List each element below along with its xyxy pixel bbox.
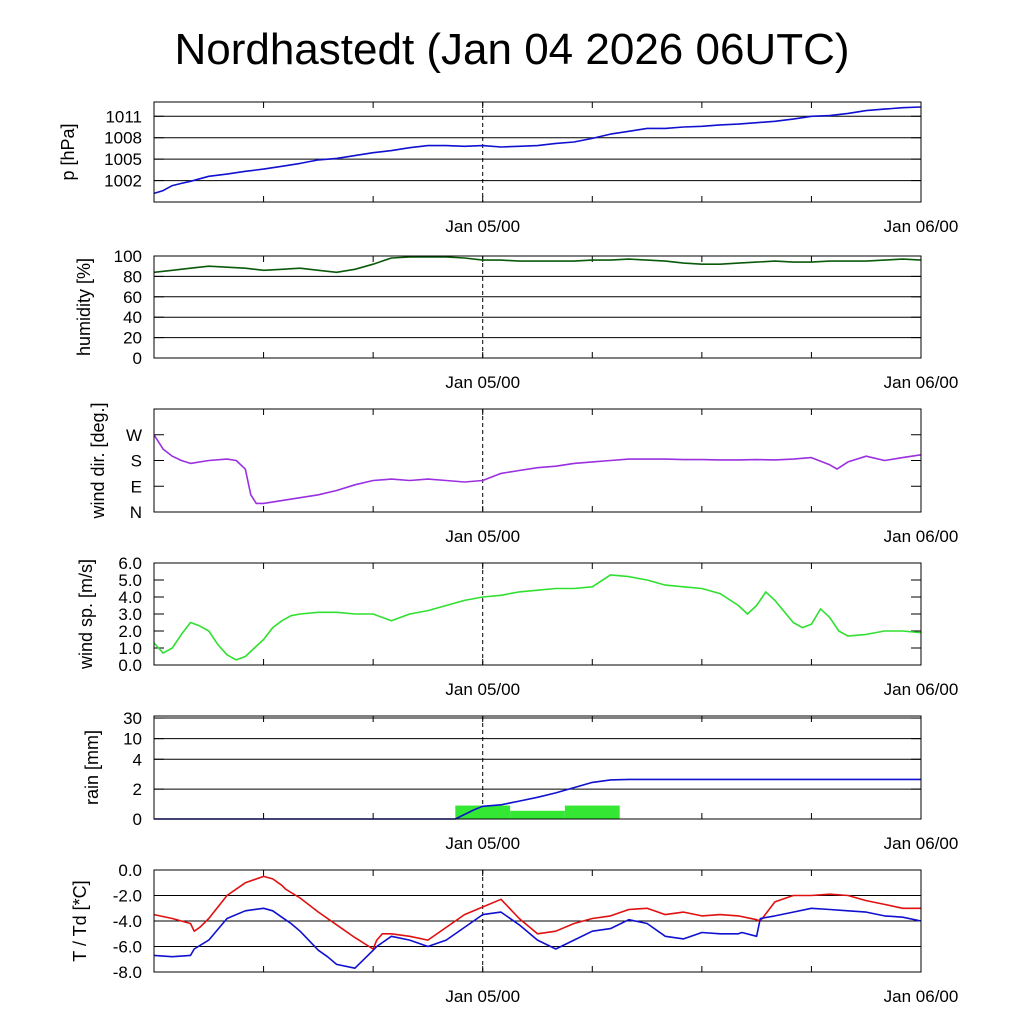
rain-series-line [154,778,921,820]
y-tick-label: -8.0 [113,963,142,982]
y-axis-label: rain [mm] [82,730,102,805]
y-tick-label: 0 [133,349,142,368]
temperature-series-line-t [153,875,921,950]
humidity-series-line [153,256,922,274]
plot-frame [153,408,922,513]
y-tick-label: 0.0 [118,861,142,880]
y-axis-label: p [hPa] [58,123,78,180]
y-tick-label: 1.0 [118,639,142,658]
wind_dir-series-line [153,434,922,505]
wind_speed-series-line [153,574,922,661]
rain-bar [510,810,565,819]
x-tick-label: Jan 06/00 [884,680,959,699]
x-tick-label: Jan 05/00 [445,987,520,1006]
plot-frame [153,715,922,820]
temperature-panel: -8.0 -6.0 -4.0 -2.0 0.0 Jan 05/00 Jan 06/00 T /… [70,861,958,1006]
temperature-series-line-td [153,907,922,970]
y-tick-label: 10 [123,730,142,749]
y-tick-label: 1002 [104,172,142,191]
y-tick-label: 1008 [104,129,142,148]
y-tick-label: -2.0 [113,887,142,906]
x-tick-label: Jan 05/00 [445,680,520,699]
y-tick-label: S [131,452,142,471]
wind-speed-panel: 0.01.02.03.04.05.06.0 Jan 05/00 Jan 06/00 w… [76,554,958,699]
y-tick-label: 6.0 [118,554,142,573]
chart-title: Nordhastedt (Jan 04 2026 06UTC) [174,25,850,74]
y-tick-label: 0 [133,810,142,829]
y-tick-label: 20 [123,329,142,348]
y-tick-label: 1011 [105,107,142,126]
y-tick-label: E [131,477,142,496]
rain-bar [455,805,511,819]
y-tick-label: N [130,503,142,522]
y-tick-label: 2.0 [118,622,142,641]
y-tick-label: -6.0 [113,938,142,957]
plot-frame [153,562,922,666]
pressure-series-line [153,106,922,195]
y-tick-label: 60 [123,288,142,307]
y-axis-label: humidity [%] [74,258,94,356]
y-tick-label: 2 [133,780,142,799]
y-tick-label: 30 [123,709,142,728]
y-tick-label: W [126,426,142,445]
x-tick-label: Jan 05/00 [445,217,520,236]
y-tick-label: 100 [114,247,142,266]
y-tick-label: 0.0 [118,656,142,675]
x-tick-label: Jan 05/00 [445,834,520,853]
y-tick-label: 40 [123,308,142,327]
y-tick-label: 80 [123,267,142,286]
rain-bar [564,805,620,819]
plot-frame [153,101,922,203]
y-tick-label: 4 [133,750,142,769]
rain-panel: 0 2 410 30 Jan 05/00 Jan 06/00 rain [mm] [82,709,958,853]
y-tick-label: -4.0 [113,912,142,931]
y-tick-label: 4.0 [118,588,142,607]
x-tick-label: Jan 06/00 [884,527,959,546]
y-tick-label: 1005 [104,150,142,169]
x-tick-label: Jan 05/00 [445,373,520,392]
y-tick-label: 5.0 [118,571,142,590]
x-tick-label: Jan 06/00 [884,987,959,1006]
x-tick-label: Jan 06/00 [884,373,959,392]
y-axis-label: wind dir. [deg.] [88,402,108,519]
y-axis-label: T / Td [*C] [70,880,90,961]
x-tick-label: Jan 06/00 [884,834,959,853]
y-axis-label: wind sp. [m/s] [76,559,96,670]
y-tick-label: 3.0 [118,605,142,624]
pressure-panel: 1002 1005 1008 1011 Jan 05/00 Jan 06/00 p [hPa… [58,101,959,236]
plot-frame [153,255,922,359]
x-tick-label: Jan 05/00 [445,527,520,546]
plot-frame [153,869,922,973]
x-tick-label: Jan 06/00 [884,217,959,236]
